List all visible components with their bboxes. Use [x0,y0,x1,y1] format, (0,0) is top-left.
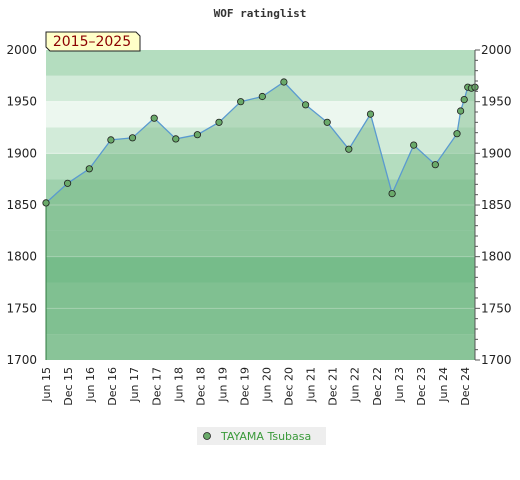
y-tick-label-left: 1850 [6,198,37,212]
data-point-2021-06 [301,101,310,109]
period-badge-label: 2015–2025 [53,34,131,50]
y-tick-label-left: 2000 [6,43,37,57]
y-tick-label-left: 1950 [6,95,37,109]
data-point-2019-12 [237,98,245,106]
data-point-2018-12 [193,131,201,139]
x-tick-label: Dec 17 [150,367,163,406]
x-tick-label: Jun 15 [40,367,53,403]
x-tick-label: Jun 17 [128,367,141,403]
x-tick-label: Dec 24 [459,367,472,406]
data-point-2016-12 [107,136,115,144]
rating-band [46,230,475,257]
x-tick-label: Jun 16 [84,367,97,403]
y-axis-right: 1700 1750 1800 1850 1900 1950 2000 [474,43,512,367]
y-tick-label-left: 1800 [6,250,37,264]
rating-area-fill [46,82,475,360]
rating-band [46,179,475,205]
legend-label: TAYAMA Tsubasa [220,430,311,443]
data-point-2015-06 [42,199,50,207]
data-point-2022-12 [366,110,375,118]
x-tick-label: Jun 19 [216,367,229,403]
x-tick-label: Dec 19 [239,367,252,406]
x-tick-label: Dec 20 [283,367,296,406]
period-badge: 2015–2025 [45,31,141,52]
x-tick-label: Jun 24 [437,367,450,403]
data-point-2023-06 [388,190,396,198]
y-tick-label-right: 1950 [481,95,512,109]
data-point-2017-12 [150,114,158,122]
legend-marker-icon [203,432,211,440]
data-point-2018-06 [172,135,180,143]
data-point-2021-12 [323,118,331,126]
rating-band [46,205,475,231]
data-point-2020-06 [258,92,266,101]
rating-band [46,101,475,128]
rating-bands [46,50,475,360]
rating-band [46,153,475,180]
rating-band [46,334,475,360]
legend-box [197,427,326,445]
y-tick-label-right: 1750 [481,301,512,315]
x-axis: Jun 15 Dec 15 Jun 16 Dec 16 Jun 17 Dec 17 Jun … [40,367,472,406]
legend: TAYAMA Tsubasa [197,427,326,445]
x-tick-label: Dec 23 [415,367,428,406]
rating-band [46,282,475,309]
data-point-2024-12 [453,130,461,138]
x-tick-label: Jun 21 [305,367,318,403]
x-tick-label: Dec 21 [327,367,340,406]
data-point-2019-06 [215,118,223,126]
data-point-2017-06 [128,134,137,142]
y-tick-label-right: 1700 [481,353,512,367]
y-tick-label-right: 2000 [481,43,512,57]
data-point-2023-12 [410,141,418,149]
chart-title: WOF ratinglist [214,7,307,20]
y-tick-label-right: 1800 [481,250,512,264]
rating-band [46,256,475,283]
x-tick-label: Jun 18 [172,367,185,403]
data-point-2015-12 [64,179,72,187]
y-tick-label-left: 1700 [6,353,37,367]
data-point-2016-06 [85,165,93,173]
data-point-2024-06 [431,161,439,169]
data-point-2020-12 [280,78,288,86]
rating-band [46,50,475,76]
period-badge-box [45,31,141,52]
data-point-2025-01 [456,107,465,115]
y-axis-left: 1700 1750 1800 1850 1900 1950 2000 [6,43,37,367]
y-tick-label-right: 1900 [481,146,512,160]
rating-area [45,82,475,360]
x-tick-label: Dec 22 [371,367,384,406]
x-tick-label: Dec 18 [194,367,207,406]
x-tick-label: Jun 23 [393,367,406,403]
x-tick-label: Dec 16 [106,367,119,406]
rating-band [46,127,475,154]
x-tick-label: Jun 20 [261,367,274,403]
x-tick-label: Jun 22 [349,367,362,403]
data-point-2022-06 [345,145,353,153]
y-tick-label-left: 1750 [6,301,37,315]
y-tick-label-left: 1900 [6,146,37,160]
y-tick-label-right: 1850 [481,198,512,212]
x-tick-label: Dec 15 [62,367,75,406]
rating-band [46,308,475,335]
data-point-2025-02 [460,96,468,104]
